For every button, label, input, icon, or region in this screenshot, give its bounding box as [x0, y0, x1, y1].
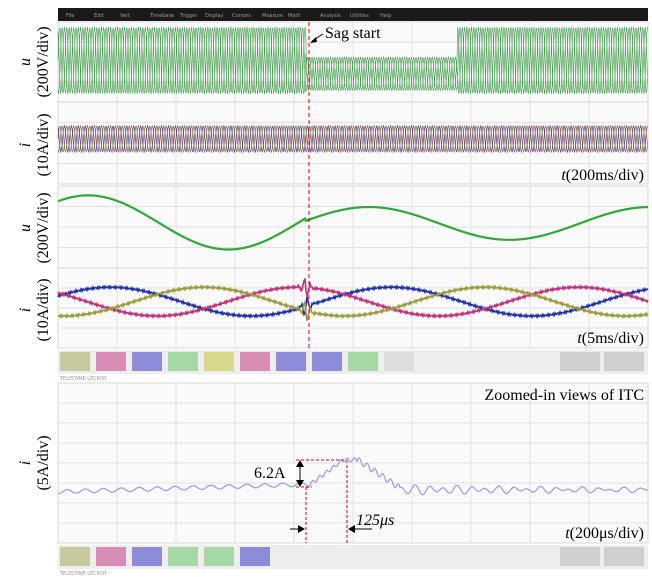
- xlabel-panel-2: t(200ms/div): [561, 167, 644, 184]
- xlabel-panel-5: t(200μs/div): [565, 525, 644, 542]
- traces: [57, 26, 649, 496]
- ylabel-1-unit: (200V/div): [35, 26, 52, 97]
- panel-5-trace: [57, 457, 649, 496]
- sag-start-arrowhead: [310, 37, 317, 43]
- svg-text:Help: Help: [380, 13, 391, 19]
- scope-toolbar: [58, 8, 648, 21]
- zoom-title: Zoomed-in views of ITC: [484, 387, 644, 404]
- ylabel-1-var: u: [17, 58, 34, 66]
- panel-4-trace-1: [57, 278, 649, 320]
- svg-text:Vert: Vert: [120, 13, 130, 19]
- step-label-bg: [252, 464, 296, 482]
- svg-text:Utilities: Utilities: [350, 13, 369, 19]
- sag-start-label: Sag start: [325, 25, 381, 42]
- ylabel-4-unit: (10A/div): [35, 278, 52, 341]
- ylabel-4-var: i: [17, 308, 34, 312]
- svg-text:Measure: Measure: [262, 13, 283, 19]
- svg-text:Math: Math: [288, 13, 301, 19]
- step-arrowhead-down: [296, 480, 304, 487]
- ylabel-5-var: i: [17, 461, 34, 465]
- ylabel-3-unit: (200V/div): [35, 192, 52, 263]
- svg-text:TELEDYNE LECROY: TELEDYNE LECROY: [59, 376, 108, 382]
- delay-arrowhead-left: [298, 525, 305, 533]
- panel-4-trace-2: [57, 284, 649, 321]
- ylabel-2-unit: (10A/div): [35, 113, 52, 176]
- ylabel-panel-2: i (10A/div): [17, 113, 52, 176]
- step-arrowhead-up: [296, 460, 304, 467]
- ylabel-panel-3: u (200V/div): [17, 192, 52, 263]
- step-current-label: 6.2A: [254, 465, 286, 482]
- panel-3-trace: [57, 194, 648, 251]
- svg-text:u: u: [17, 58, 34, 66]
- ylabel-panel-5: i (5A/div): [17, 435, 52, 490]
- svg-text:Analysis: Analysis: [320, 13, 341, 19]
- panel-1-trace-2: [57, 26, 648, 95]
- channel-info-bar-top: TELEDYNE LECROY: [58, 350, 648, 382]
- svg-text:File: File: [66, 13, 74, 19]
- svg-text:Trigger: Trigger: [179, 13, 198, 19]
- ylabel-panel-4: i (10A/div): [17, 278, 52, 341]
- channel-info-bar-bottom: TELEDYNE LECROY: [58, 545, 648, 577]
- svg-text:TELEDYNE LECROY: TELEDYNE LECROY: [59, 571, 108, 577]
- xlabel-panel-4: t(5ms/div): [577, 330, 644, 347]
- panel-2-trace-0: [57, 124, 648, 154]
- svg-text:Cursors: Cursors: [232, 13, 251, 19]
- panel-1-trace-0: [57, 26, 648, 95]
- panel-2-trace-2: [57, 124, 648, 154]
- svg-text:Display: Display: [205, 13, 223, 19]
- svg-text:Timebase: Timebase: [149, 13, 174, 19]
- delay-arrowhead-right: [348, 525, 355, 533]
- ylabel-3-var: u: [17, 224, 34, 232]
- ylabel-5-unit: (5A/div): [35, 435, 52, 490]
- delay-time-label: 125μs: [356, 512, 394, 529]
- ylabel-2-var: i: [17, 143, 34, 147]
- svg-text:Edit: Edit: [94, 13, 104, 19]
- ylabel-panel-1: u (200V/div): [17, 26, 52, 97]
- toolbar-menu: File Edit Vert Timebase Trigger Display …: [66, 13, 391, 19]
